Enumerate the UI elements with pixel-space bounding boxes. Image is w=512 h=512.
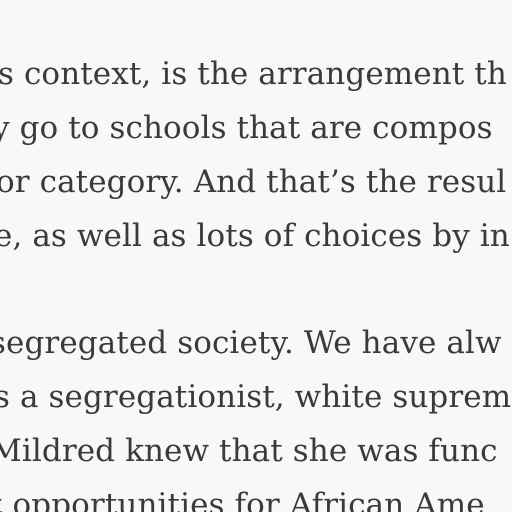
text-line: s context, is the arrangement th (0, 56, 507, 92)
text-line: segregated society. We have alw (0, 325, 502, 361)
text-line: y go to schools that are compos (0, 110, 493, 146)
text-line: s a segregationist, white suprem (0, 379, 512, 415)
text-line: Mildred knew that she was func (0, 433, 498, 469)
text-line: or category. And that’s the resul (0, 164, 507, 200)
text-line: t opportunities for African Ame (0, 487, 485, 512)
text-line: e, as well as lots of choices by in (0, 218, 510, 254)
